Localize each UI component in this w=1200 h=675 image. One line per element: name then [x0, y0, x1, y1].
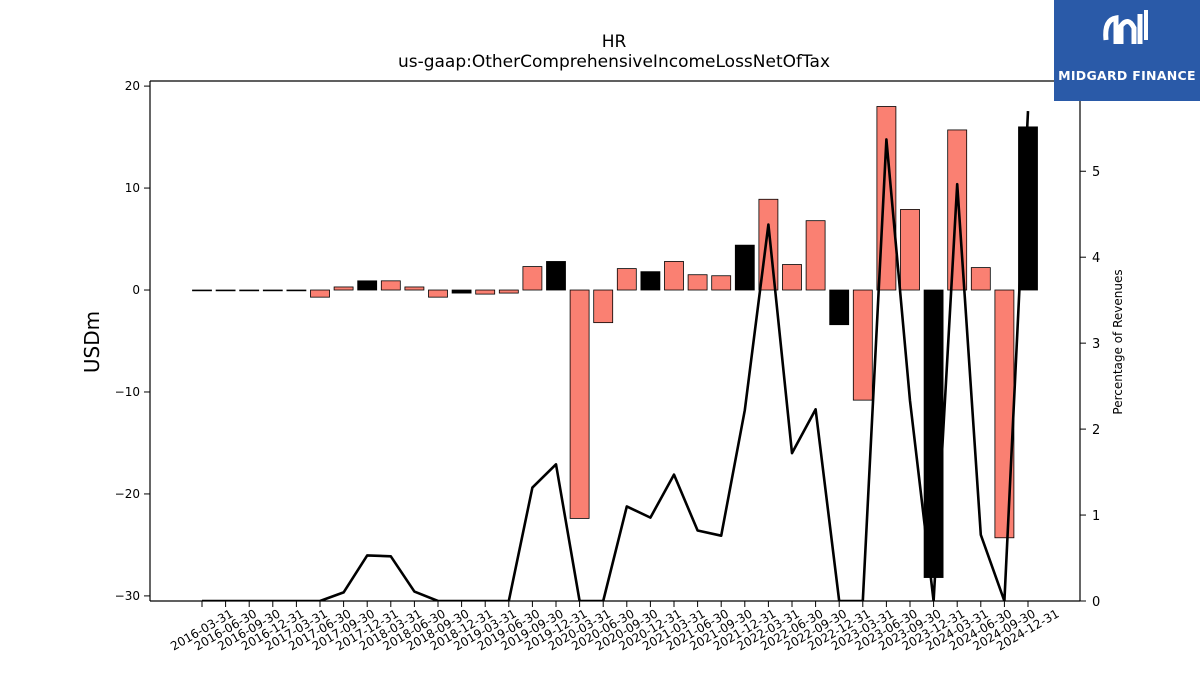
bar — [404, 286, 425, 291]
bar — [664, 261, 684, 291]
bar — [734, 244, 755, 291]
bar — [994, 289, 1015, 539]
bar — [546, 261, 566, 291]
bar — [380, 280, 401, 291]
y2-tick-label: 0 — [1092, 595, 1100, 610]
y2-tick-label: 3 — [1092, 337, 1100, 352]
bar — [829, 289, 850, 326]
y-tick-label: −20 — [115, 487, 140, 501]
bar — [286, 289, 307, 292]
bar — [900, 209, 920, 291]
y2-tick-label: 1 — [1092, 509, 1100, 524]
y2-tick-label: 2 — [1092, 423, 1100, 438]
bar — [522, 266, 543, 291]
bar — [428, 289, 448, 298]
y-tick-label: 10 — [125, 181, 140, 195]
y-tick-label: −30 — [115, 589, 140, 603]
y-tick-label: 20 — [125, 79, 140, 93]
bar — [569, 289, 590, 519]
bar — [239, 289, 260, 292]
chart-title: HR — [601, 32, 627, 52]
bar — [215, 289, 236, 292]
midgard-logo-icon — [1103, 10, 1148, 44]
chart-subtitle: us-gaap:OtherComprehensiveIncomeLossNetO… — [397, 52, 831, 72]
bar — [852, 289, 873, 401]
bar — [310, 289, 330, 298]
bar — [357, 280, 378, 291]
bar — [593, 289, 614, 324]
y2-tick-label: 5 — [1092, 165, 1100, 180]
bar — [805, 220, 826, 291]
bar — [192, 289, 212, 292]
bar — [616, 268, 637, 291]
bar — [687, 274, 708, 291]
brand-logo: MIDGARD FINANCE — [1054, 0, 1200, 101]
bar — [640, 271, 661, 291]
bar — [970, 267, 991, 291]
bar — [498, 289, 519, 294]
bar — [262, 289, 283, 292]
y-tick-label: −10 — [115, 385, 140, 399]
y-tick-label: 0 — [132, 283, 140, 297]
bar — [711, 275, 732, 291]
bar — [782, 264, 802, 291]
bar — [475, 289, 496, 295]
y2-tick-label: 4 — [1092, 251, 1100, 266]
line-series — [202, 111, 1030, 601]
bar — [451, 289, 472, 294]
bar — [333, 286, 354, 291]
logo-text: MIDGARD FINANCE — [1058, 68, 1196, 83]
